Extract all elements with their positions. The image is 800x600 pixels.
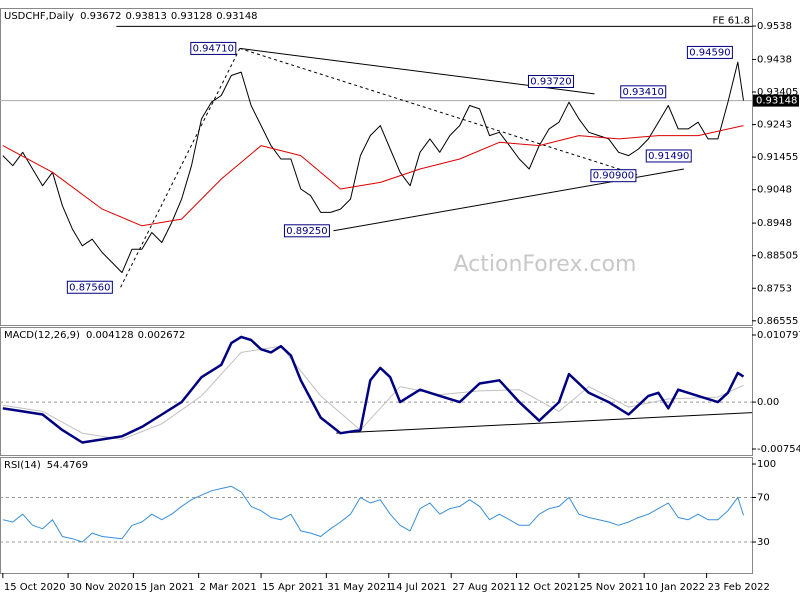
trend-line [120,48,241,288]
fib-label: FE 61.8 [712,15,750,26]
y-tick-label: 0.00 [757,397,779,408]
price-label: 0.94590 [689,47,730,58]
y-tick-label: 0.86555 [757,316,798,327]
x-tick-label: 14 Jul 2021 [390,582,447,593]
y-tick-label: 0.9243 [757,120,792,131]
panel-readout: 0.93128 [171,11,212,22]
price-label-box [620,85,667,99]
series-line [2,345,744,440]
price-label-box [686,45,733,59]
panel-title: MACD(12,26,9) [4,330,80,341]
x-tick-label: 10 Jan 2022 [645,582,705,593]
y-tick-label: 100 [757,459,776,470]
panel-frame [0,8,753,326]
panel-frame [0,457,753,574]
x-tick-label: 31 May 2021 [327,582,392,593]
price-label-box [190,41,237,55]
series-line [2,335,745,444]
price-label: 0.90900 [593,171,634,182]
last-price-label: 0.93148 [756,96,797,107]
panel-readout: 54.4769 [47,460,88,471]
y-tick-label: 0.010797 [757,330,800,341]
x-tick-label: 23 Feb 2022 [708,582,770,593]
y-tick-label: 0.93405 [757,87,798,98]
panel-readout: 0.002672 [138,330,186,341]
price-label: 0.93720 [530,76,571,87]
price-label-box [645,149,692,163]
price-label: 0.89250 [286,226,327,237]
x-tick-label: 27 Aug 2021 [452,582,516,593]
price-label: 0.94710 [193,43,234,54]
y-tick-label: 0.8753 [757,283,792,294]
price-label-box [527,74,574,88]
y-tick-label: -0.007548 [757,444,800,455]
panel-frame [0,327,753,456]
price-label: 0.87560 [69,282,110,293]
series-line [2,61,744,274]
panel-readout: 0.93672 [80,11,121,22]
y-tick-label: 0.8948 [757,218,792,229]
y-tick-label: 0.9048 [757,185,792,196]
price-label-box [283,224,330,238]
y-tick-label: 0.9438 [757,54,792,65]
x-tick-label: 15 Jan 2021 [134,582,194,593]
panel-readout: 0.93148 [216,11,257,22]
x-tick-label: 30 Nov 2020 [69,582,133,593]
watermark: ActionForex.com [454,252,637,277]
x-tick-label: 15 Oct 2020 [4,582,66,593]
y-tick-label: 0.9538 [757,21,792,32]
x-tick-label: 12 Oct 2021 [517,582,579,593]
price-label-box [590,169,637,183]
series-line [2,485,744,543]
x-tick-label: 2 Mar 2021 [200,582,257,593]
panel-title: RSI(14) [4,460,41,471]
panel-title: USDCHF,Daily [4,11,74,22]
last-price-box [753,94,799,107]
y-tick-label: 30 [757,537,770,548]
y-tick-label: 0.91455 [757,152,798,163]
panel-readout: 0.004128 [86,330,134,341]
y-tick-label: 0.88505 [757,251,798,262]
price-label-box [66,280,113,294]
price-label: 0.93410 [623,87,664,98]
trend-line [239,47,641,177]
y-tick-label: 70 [757,492,770,503]
price-label: 0.91490 [648,151,689,162]
x-tick-label: 25 Nov 2021 [580,582,644,593]
trend-line [336,412,753,434]
series-line [2,125,744,227]
panel-readout: 0.93813 [125,11,166,22]
x-tick-label: 15 Apr 2021 [262,582,324,593]
